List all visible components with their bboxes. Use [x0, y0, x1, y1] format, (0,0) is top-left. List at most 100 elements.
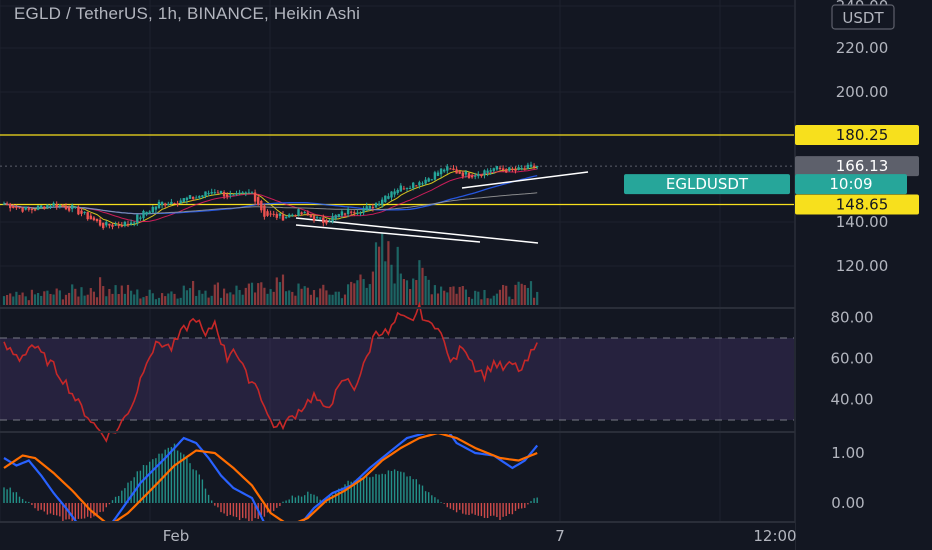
volume-bar	[489, 298, 492, 305]
candle-body	[244, 192, 247, 194]
candle-body	[508, 167, 511, 171]
volume-bar	[446, 292, 449, 305]
candle-body	[340, 211, 344, 216]
volume-bar	[393, 283, 396, 305]
pane-separators[interactable]	[0, 307, 932, 523]
candle-body	[24, 206, 27, 210]
candle-body	[498, 167, 502, 169]
volume-bar	[244, 287, 247, 305]
volume-bar	[176, 298, 179, 305]
volume-bar	[523, 285, 526, 305]
volume-bar	[250, 282, 254, 305]
candle-body	[387, 196, 390, 199]
candle-body	[191, 196, 195, 199]
candle-body	[182, 198, 185, 203]
volume-bar	[362, 279, 365, 305]
candle-body	[536, 166, 539, 168]
volume-bar	[334, 291, 337, 305]
candle-body	[418, 182, 421, 186]
candle-body	[436, 172, 440, 176]
candle-body	[412, 182, 415, 189]
price-axis[interactable]: 240.00220.00200.00140.00120.0080.0060.00…	[794, 0, 932, 550]
trendline	[295, 217, 539, 244]
volume-bar	[495, 293, 498, 305]
candle-body	[235, 193, 238, 195]
volume-bar	[412, 278, 415, 305]
signal-line	[3, 434, 538, 522]
volume-bar	[120, 285, 123, 305]
time-axis[interactable]: Feb 7 12:00	[0, 523, 797, 550]
trendline	[295, 224, 481, 243]
volume-bar	[526, 287, 529, 305]
candle-body	[421, 183, 424, 185]
volume-bar	[325, 290, 328, 305]
candle-body	[157, 201, 161, 209]
candle-body	[449, 168, 452, 170]
candle-body	[405, 187, 409, 189]
candle-body	[195, 197, 198, 199]
volume-bar	[331, 294, 334, 305]
candle-body	[368, 205, 371, 209]
candle-body	[461, 172, 464, 177]
time-axis-background	[0, 523, 795, 550]
volume-bar	[458, 286, 461, 305]
volume-bar	[204, 290, 207, 305]
price-tick-label: 140.00	[836, 213, 889, 231]
volume-bar	[52, 294, 55, 305]
rsi-line	[3, 301, 538, 443]
candle-body	[164, 203, 167, 206]
candle-body	[315, 217, 319, 219]
volume-bar	[449, 286, 452, 305]
candle-body	[216, 192, 220, 194]
trendlines[interactable]	[295, 171, 589, 244]
currency-box	[831, 4, 895, 30]
volume-bar	[2, 296, 6, 305]
horizontal-levels[interactable]	[0, 134, 794, 206]
candle-body	[427, 178, 430, 182]
volume-bar	[402, 279, 405, 305]
rsi-band	[0, 338, 794, 420]
candle-body	[253, 192, 257, 202]
candle-body	[92, 217, 96, 221]
macd-pane	[3, 434, 539, 522]
level-tag-label: 148.65	[836, 196, 889, 214]
candle-body	[365, 206, 368, 211]
candle-body	[275, 214, 278, 218]
volume-bar	[269, 289, 272, 305]
volume-bar	[133, 294, 136, 305]
candle-body	[505, 169, 508, 173]
price-tick-label: 120.00	[836, 257, 889, 275]
candle-body	[123, 221, 127, 226]
volume-bar	[185, 290, 188, 305]
candle-body	[337, 214, 340, 217]
candle-body	[18, 207, 21, 209]
candle-body	[173, 203, 176, 205]
candle-body	[520, 168, 523, 170]
trendline	[461, 171, 589, 189]
candle-body	[350, 211, 353, 213]
candle-body	[226, 194, 229, 197]
volume-bar	[40, 295, 43, 305]
candle-body	[210, 192, 213, 194]
candle-body	[188, 195, 192, 199]
candle-body	[204, 191, 207, 197]
volume-bar	[378, 246, 381, 305]
candle-body	[312, 215, 316, 221]
volume-bar	[343, 294, 347, 305]
volume-bar	[198, 290, 201, 305]
moving-averages	[3, 167, 538, 226]
volume-bar	[452, 286, 455, 305]
candle-body	[477, 174, 480, 177]
volume-bar	[33, 294, 37, 305]
volume-bar	[436, 293, 440, 305]
volume-bar	[74, 288, 77, 305]
volume-bar	[95, 297, 99, 305]
level-tag-label: 180.25	[836, 126, 889, 144]
candle-body	[247, 192, 251, 194]
volume-bar	[471, 298, 474, 305]
volume-bar	[247, 283, 250, 305]
candle-body	[105, 222, 108, 226]
volume-bar	[322, 284, 325, 305]
price-tick-label: 200.00	[836, 83, 889, 101]
